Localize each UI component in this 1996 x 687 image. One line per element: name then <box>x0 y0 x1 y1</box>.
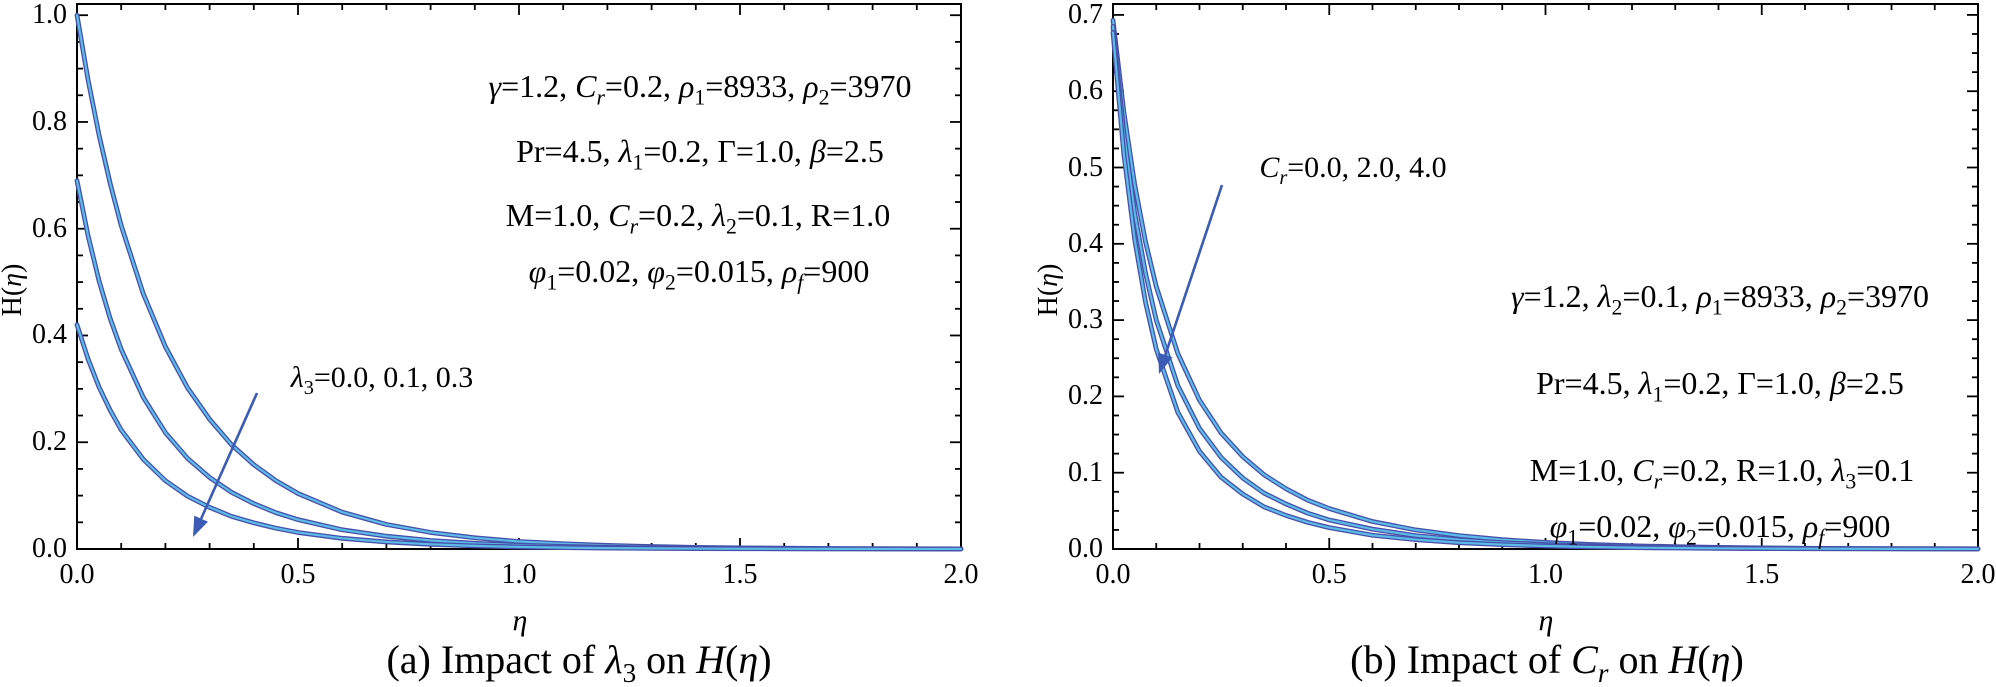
curve-outline-Cr=4.0 <box>1110 30 1981 552</box>
curve-Cr=4.0 <box>1111 31 1980 551</box>
chart-panel-b: 0.0 0.5 1.0 1.5 2.0 0.0 0.1 0.2 0.3 0.4 0.5 0.6 0.7 η… <box>998 0 1996 687</box>
curve-Cr=0.0 <box>1111 19 1980 550</box>
curve-outline-Cr=0.0 <box>1110 17 1981 552</box>
direction-arrow-head <box>1158 352 1173 374</box>
plot-frame <box>76 3 962 550</box>
curve-lambda3=0.0 <box>75 14 963 550</box>
curve-lambda3=0.3 <box>75 323 963 551</box>
direction-arrow-line <box>1164 184 1224 356</box>
chart-panel-a: 0.0 0.5 1.0 1.5 2.0 0.0 0.2 0.4 0.6 0.8 1.0 η H(η) γ=… <box>0 1 979 687</box>
plot-canvas-a <box>74 3 964 552</box>
curve-Cr=2.0 <box>1111 25 1980 550</box>
curve-lambda3=0.1 <box>75 179 963 551</box>
direction-arrow-head <box>193 515 208 537</box>
curve-outline-Cr=2.0 <box>1110 23 1981 552</box>
curve-outline-lambda3=0.0 <box>74 12 964 552</box>
curve-outline-lambda3=0.3 <box>74 322 964 552</box>
plot-canvas-b <box>1110 3 1981 552</box>
plot-frame <box>1112 3 1979 550</box>
curve-outline-lambda3=0.1 <box>74 178 964 552</box>
direction-arrow-line <box>199 392 259 520</box>
